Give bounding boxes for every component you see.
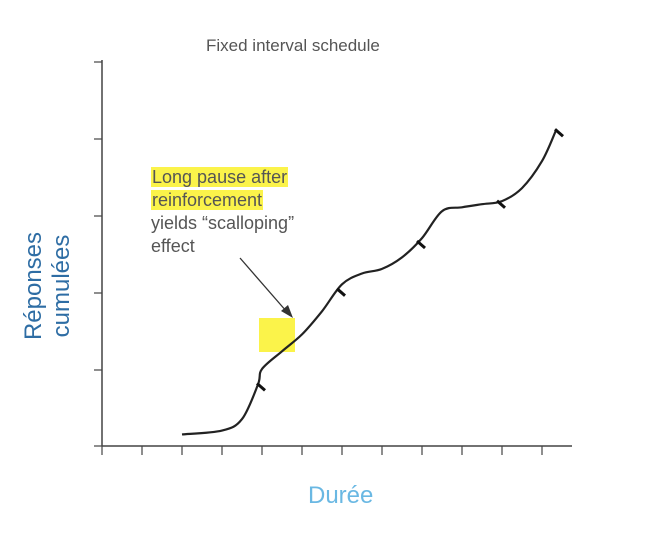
y-axis	[94, 60, 103, 447]
annotation-line: effect	[151, 236, 195, 256]
reinforcement-mark	[336, 287, 346, 297]
reinforcement-mark	[416, 239, 426, 250]
reinforcement-mark	[496, 199, 506, 209]
pause-highlight	[259, 318, 295, 352]
reinforcement-marks	[256, 128, 564, 392]
annotation-line: reinforcement	[151, 190, 264, 210]
annotation-line: yields “scalloping”	[151, 213, 295, 233]
annotation-line: Long pause after	[151, 167, 289, 187]
annotation-arrow	[239, 257, 293, 318]
y-axis-label: Réponses cumulées	[20, 231, 75, 341]
reinforcement-mark	[554, 128, 564, 138]
x-axis	[101, 445, 572, 455]
reinforcement-mark	[256, 382, 266, 392]
annotation-text: Long pause after reinforcement yields “s…	[151, 166, 294, 258]
chart-title: Fixed interval schedule	[206, 36, 380, 55]
x-axis-label: Durée	[308, 482, 374, 509]
